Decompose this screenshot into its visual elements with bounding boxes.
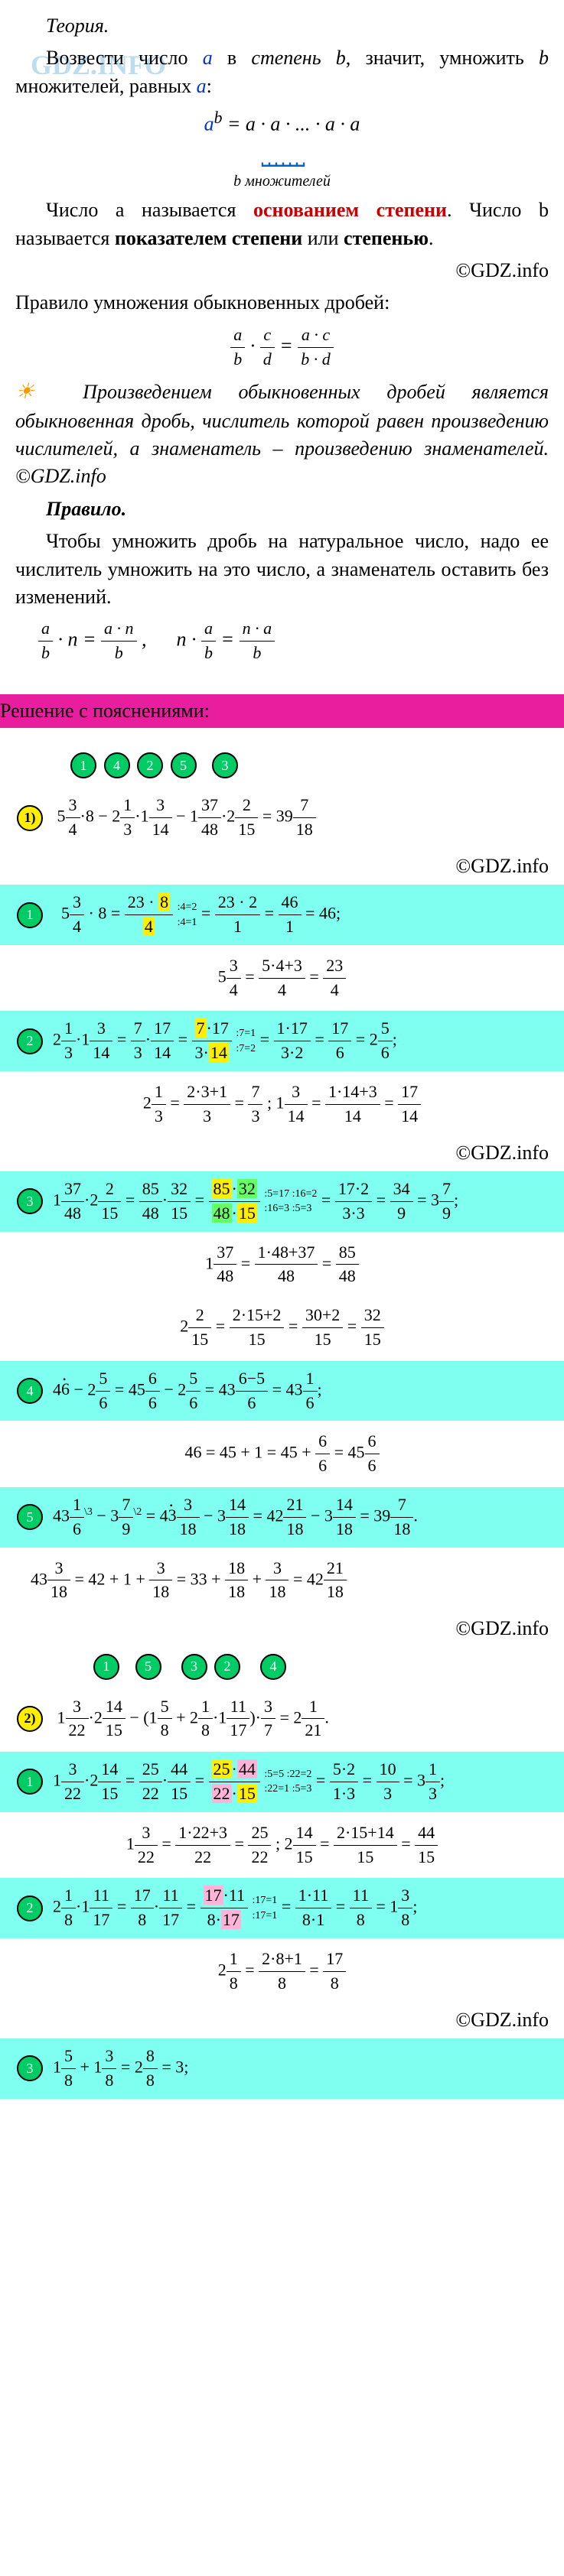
step-badge-4: 4: [17, 1378, 43, 1404]
step-badge-2: 2: [17, 1028, 43, 1054]
prob1-main: 1) 534·8 − 213·1314 − 13748·2215 = 39718: [0, 788, 564, 848]
badge: 5: [135, 1654, 161, 1680]
badge-3: 3: [212, 752, 238, 778]
badge-4: 4: [104, 752, 130, 778]
attr: ©GDZ.info: [15, 853, 549, 880]
theory-p3: Правило умножения обыкновенных дробей:: [15, 289, 549, 317]
prob2-badges: 1 5 3 2 4: [0, 1648, 564, 1686]
prob2-step2: 2 218·11117 = 178·1117 = 17·118·17 :17=1…: [0, 1878, 564, 1938]
badge: 4: [260, 1654, 286, 1680]
prob1-badges: 1 4 2 5 3: [0, 746, 564, 784]
attr: ©GDZ.info: [15, 1615, 549, 1642]
prob1-step5: 5 4316\3 − 379\2 = 43•318 − 31418 = 4221…: [0, 1487, 564, 1548]
step-badge-1: 1: [17, 1769, 43, 1795]
badge-1: 1: [70, 752, 96, 778]
mult-rule: ab · n = a · nb , n · ab = n · ab: [15, 617, 549, 665]
step-badge-5: 5: [17, 1504, 43, 1530]
theory-p5: Чтобы умножить дробь на натуральное числ…: [15, 528, 549, 611]
prob1-step1b: 534 = 5·4+34 = 234: [0, 948, 564, 1009]
theory-p4: ☀ Произведением обыкновенных дробей явля…: [15, 377, 549, 490]
theory-p2: Число a называется основанием степени. Ч…: [15, 197, 549, 252]
star-icon: ☀: [15, 380, 56, 404]
badge: 1: [93, 1654, 119, 1680]
prob1-step4: 4 46• − 256 = 4566 − 256 = 436−56 = 4316…: [0, 1361, 564, 1421]
brace: ⎵⎵⎵⎵⎵⎵: [15, 138, 549, 171]
prob1-step3: 3 13748·2215 = 8548·3215 = 85·3248·15 :5…: [0, 1171, 564, 1232]
prob1-step3b: 13748 = 1·48+3748 = 8548: [0, 1235, 564, 1295]
prob1-step3c: 2215 = 2·15+215 = 30+215 = 3215: [0, 1298, 564, 1358]
prob2-label: 2): [17, 1706, 43, 1732]
brace-label: b множителей: [15, 171, 549, 192]
prob2-step1b: 1322 = 1·22+322 = 2522 ; 21415 = 2·15+14…: [0, 1815, 564, 1876]
prob2-step2b: 218 = 2·8+18 = 178: [0, 1941, 564, 2002]
rule-heading: Правило.: [15, 495, 549, 523]
badge-2: 2: [137, 752, 163, 778]
prob1-step5b: 43318 = 42 + 1 + 318 = 33 + 1818 + 318 =…: [0, 1551, 564, 1611]
attr: ©GDZ.info: [15, 2006, 549, 2034]
prob1-label: 1): [17, 805, 43, 831]
prob2-step3: 3 158 + 138 = 288 = 3;: [0, 2038, 564, 2099]
power-formula: ab = a · a · ... · a · a: [15, 106, 549, 138]
attribution: ©GDZ.info: [15, 257, 549, 284]
theory-heading: Теория.: [15, 12, 549, 40]
prob2-step1: 1 1322·21415 = 2522·4415 = 25·4422·15 :5…: [0, 1752, 564, 1812]
prob1-step1: 1 534 · 8 = 23 · 84 :4=2:4=1 = 23 · 21 =…: [0, 885, 564, 945]
attr: ©GDZ.info: [15, 1139, 549, 1167]
step-badge-3: 3: [17, 2055, 43, 2081]
prob2-main: 2) 1322·21415 − (158 + 218·11117)·37 = 2…: [0, 1689, 564, 1749]
theory-p1: Возвести число a в степень b, значит, ум…: [15, 44, 549, 100]
step-badge-2: 2: [17, 1895, 43, 1921]
badge-5: 5: [171, 752, 197, 778]
badge: 2: [214, 1654, 240, 1680]
prob1-step4b: 46 = 45 + 1 = 45 + 66 = 4566: [0, 1424, 564, 1484]
badge: 3: [181, 1654, 207, 1680]
prob1-step2: 2 213·1314 = 73·1714 = 7·173·14 :7=1:7=2…: [0, 1011, 564, 1071]
prob1-step2b: 213 = 2·3+13 = 73 ; 1314 = 1·14+314 = 17…: [0, 1074, 564, 1135]
step-badge-1: 1: [17, 902, 43, 928]
step-badge-3: 3: [17, 1188, 43, 1214]
section-header: Решение с пояснениями:: [0, 694, 564, 728]
frac-rule: ab · cd = a · cb · d: [15, 323, 549, 372]
